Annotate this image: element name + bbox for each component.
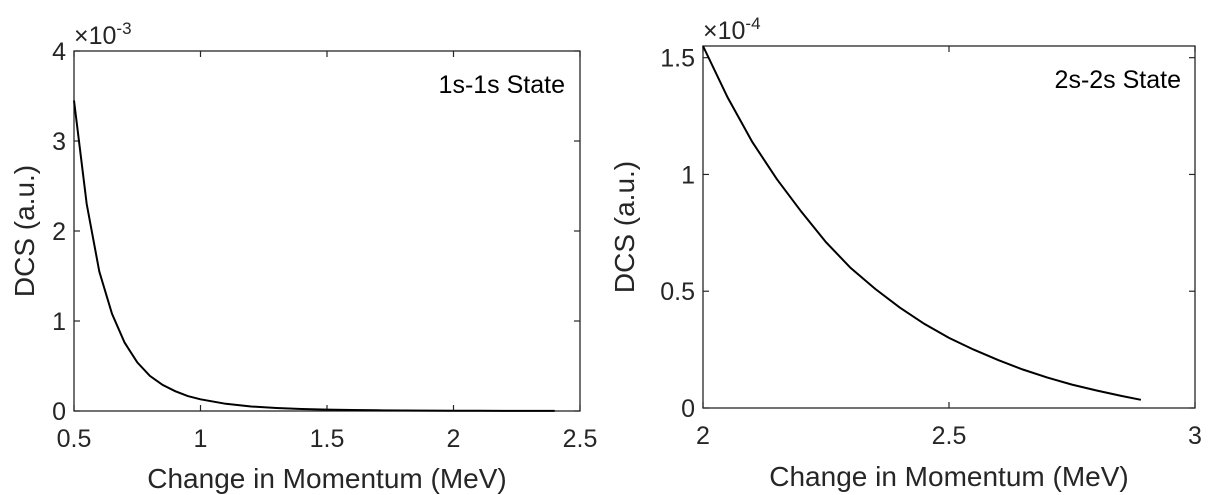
y-ticks: 0 1 2 3 4 xyxy=(52,38,580,426)
y-tick-label: 1 xyxy=(52,308,66,336)
y-multiplier: ×10 xyxy=(74,22,116,50)
x-tick-label: 0.5 xyxy=(57,425,92,453)
y-tick-label: 0.5 xyxy=(660,278,695,306)
y-axis-label: DCS (a.u.) xyxy=(609,161,640,293)
x-tick-label: 3 xyxy=(1188,422,1202,450)
x-ticks: 0.5 1 1.5 2 2.5 xyxy=(57,51,598,453)
y-tick-label: 2 xyxy=(52,218,66,246)
x-tick-label: 2 xyxy=(447,425,461,453)
panel-annotation: 2s-2s State xyxy=(1055,66,1181,94)
panel-annotation: 1s-1s State xyxy=(439,71,565,99)
x-ticks: 2 2.5 3 xyxy=(696,46,1202,450)
y-multiplier-exponent: -3 xyxy=(116,19,131,38)
x-tick-label: 2.5 xyxy=(563,425,598,453)
x-tick-label: 2.5 xyxy=(932,422,967,450)
y-exponent-label: ×10-4 xyxy=(703,14,761,45)
plot-area xyxy=(73,50,581,412)
y-tick-label: 1 xyxy=(681,161,695,189)
y-axis-label: DCS (a.u.) xyxy=(9,165,40,297)
x-tick-label: 1.5 xyxy=(310,425,345,453)
x-tick-label: 1 xyxy=(194,425,208,453)
y-tick-label: 1.5 xyxy=(660,45,695,73)
plot-area xyxy=(702,45,1196,409)
series-line xyxy=(702,45,1142,401)
series-line xyxy=(73,100,555,412)
y-tick-label: 0 xyxy=(52,398,66,426)
y-tick-label: 0 xyxy=(681,395,695,423)
chart-panel-1s: 0.5 1 1.5 2 2.5 0 1 2 3 4 1s-1s State Change in … xyxy=(9,19,597,494)
y-tick-label: 4 xyxy=(52,38,66,66)
y-exponent-label: ×10-3 xyxy=(74,19,132,50)
y-tick-label: 3 xyxy=(52,128,66,156)
x-axis-label: Change in Momentum (MeV) xyxy=(147,463,506,494)
x-axis-label: Change in Momentum (MeV) xyxy=(769,461,1128,492)
y-multiplier-exponent: -4 xyxy=(745,14,760,33)
chart-panel-2s: 2 2.5 3 00.511.5 2s-2s State Change in Mom… xyxy=(609,14,1202,492)
y-multiplier: ×10 xyxy=(703,17,745,45)
x-tick-label: 2 xyxy=(696,422,710,450)
y-ticks: 0 0.5 1 1.5 xyxy=(660,45,1195,423)
